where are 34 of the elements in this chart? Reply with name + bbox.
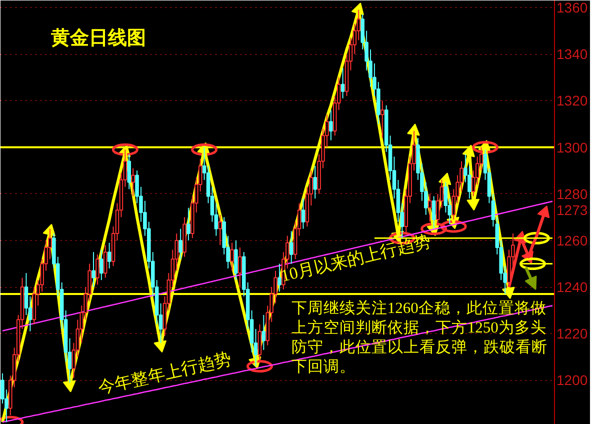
y-tick-label: 1240 bbox=[556, 279, 588, 296]
candlestick bbox=[313, 165, 317, 200]
y-tick-label: 1200 bbox=[556, 372, 588, 388]
y-tick-label: 1220 bbox=[556, 326, 588, 342]
candlestick bbox=[301, 198, 306, 230]
candlestick bbox=[432, 196, 436, 230]
candlestick bbox=[92, 252, 96, 288]
candlestick bbox=[131, 168, 135, 197]
candlestick bbox=[107, 242, 112, 269]
y-tick-label: 1360 bbox=[556, 0, 588, 16]
candlestick bbox=[262, 314, 266, 350]
candlestick bbox=[238, 246, 242, 288]
candlestick bbox=[380, 100, 384, 138]
candlestick bbox=[178, 228, 182, 260]
candlestick bbox=[234, 240, 238, 281]
candlestick bbox=[96, 254, 100, 286]
candlestick bbox=[218, 214, 222, 246]
annotation: 今年整年上行趋势 bbox=[96, 349, 234, 398]
y-tick-label: 1300 bbox=[556, 139, 588, 156]
candlestick bbox=[103, 244, 108, 278]
candlestick bbox=[329, 109, 333, 141]
y-tick-label: 1280 bbox=[556, 186, 588, 202]
candlestick bbox=[340, 68, 345, 99]
candlestick bbox=[230, 242, 234, 272]
candlestick bbox=[278, 263, 282, 292]
candlestick bbox=[100, 249, 104, 281]
y-tick-label: 1320 bbox=[556, 92, 588, 109]
candlestick bbox=[289, 230, 294, 264]
text: 黄金日线图 bbox=[50, 27, 146, 49]
y-tick-label: 1273 bbox=[556, 202, 588, 218]
candlestick bbox=[186, 207, 190, 241]
y-tick-label: 1260 bbox=[556, 232, 588, 248]
y-tick-label: 1340 bbox=[556, 46, 588, 62]
candlestick bbox=[127, 154, 131, 190]
